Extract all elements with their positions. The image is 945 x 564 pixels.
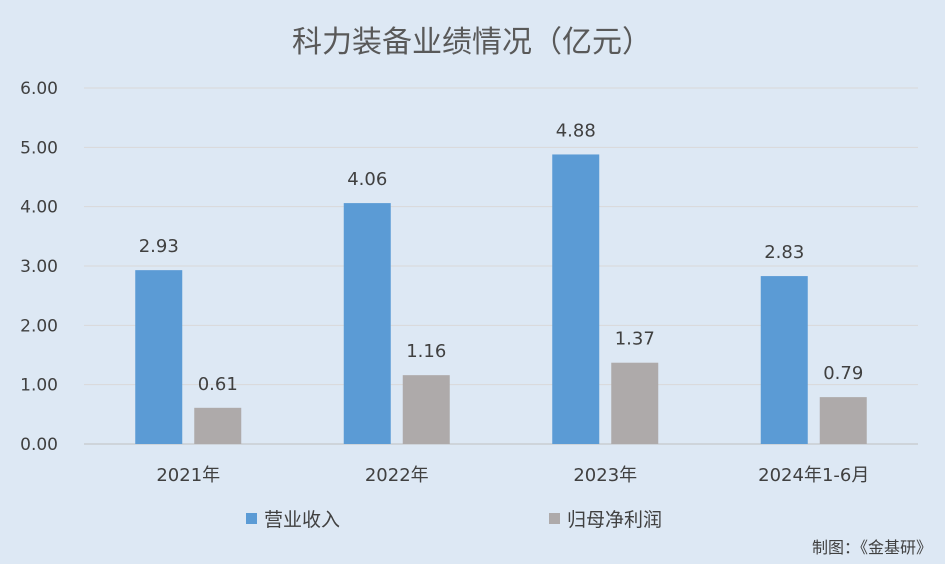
y-tick-label: 0.00 [20, 435, 58, 455]
legend-label-revenue: 营业收入 [264, 509, 340, 531]
x-tick-label: 2023年 [573, 465, 637, 486]
legend-label-net-profit: 归母净利润 [567, 509, 662, 531]
bar-revenue [343, 203, 391, 444]
chart-title: 科力装备业绩情况（亿元） [292, 25, 652, 60]
y-axis-ticks: 0.00 1.00 2.00 3.00 4.00 5.00 6.00 [20, 79, 58, 455]
data-label: 1.37 [615, 329, 655, 350]
bar-net-profit [611, 362, 659, 444]
gridlines [84, 87, 918, 445]
bar-revenue [552, 154, 600, 444]
bar-revenue [135, 270, 183, 444]
data-label: 4.88 [556, 120, 596, 141]
bar-net-profit [194, 407, 242, 444]
bar-net-profit [819, 397, 867, 444]
data-labels: 2.93 0.61 4.06 1.16 4.88 1.37 2.83 0.79 [139, 120, 864, 394]
legend-swatch-revenue [246, 513, 257, 524]
x-axis-ticks: 2021年 2022年 2023年 2024年1-6月 [156, 465, 869, 486]
y-tick-label: 1.00 [20, 376, 58, 396]
y-tick-label: 2.00 [20, 316, 58, 336]
data-label: 2.83 [764, 242, 804, 263]
x-tick-label: 2024年1-6月 [758, 465, 869, 486]
y-tick-label: 3.00 [20, 257, 58, 277]
legend: 营业收入 归母净利润 [246, 509, 662, 531]
legend-swatch-net-profit [549, 513, 560, 524]
y-tick-label: 5.00 [20, 138, 58, 158]
data-label: 2.93 [139, 236, 179, 257]
bar-revenue [760, 276, 808, 444]
data-label: 4.06 [347, 169, 387, 190]
data-label: 0.79 [823, 363, 863, 384]
data-label: 0.61 [198, 374, 238, 395]
y-tick-label: 6.00 [20, 79, 58, 99]
bars [135, 154, 867, 444]
credit-text: 制图：《金基研》 [812, 538, 932, 557]
bar-net-profit [402, 375, 450, 444]
data-label: 1.16 [406, 341, 446, 362]
x-tick-label: 2021年 [156, 465, 220, 486]
y-tick-label: 4.00 [20, 198, 58, 218]
x-tick-label: 2022年 [365, 465, 429, 486]
